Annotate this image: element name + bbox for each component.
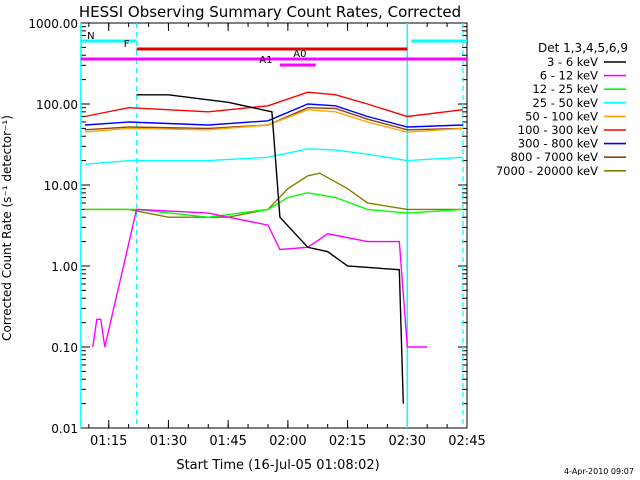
- y-axis-label: Corrected Count Rate (s⁻¹ detector⁻¹): [0, 115, 14, 341]
- legend-label: 50 - 100 keV: [525, 109, 598, 123]
- plot-area: 0.01 0.10 1.00 10.00 100.00 1000.00 01:15 01:3…: [28, 17, 485, 449]
- legend-label: 7000 - 20000 keV: [496, 164, 598, 178]
- x-axis: 01:15 01:30 01:45 02:00 02:15 02:30 02:45: [88, 23, 486, 449]
- series-line: [92, 208, 428, 348]
- series-line: [84, 172, 463, 218]
- x-tick-label: 01:15: [90, 434, 127, 449]
- state-lines: [80, 23, 464, 428]
- x-tick-label: 01:45: [209, 434, 246, 449]
- y-tick-label: 0.01: [51, 422, 78, 436]
- state-bars: N F A0 A1: [80, 31, 467, 67]
- legend-label: 800 - 7000 keV: [510, 150, 598, 164]
- x-tick-label: 02:30: [389, 434, 426, 449]
- x-tick-label: 02:00: [269, 434, 306, 449]
- series-line: [84, 148, 464, 165]
- state-bar-label: N: [87, 31, 94, 42]
- series-line: [84, 91, 464, 118]
- series-line: [84, 192, 464, 218]
- series-line: [84, 108, 464, 133]
- legend-label: 25 - 50 keV: [532, 96, 598, 110]
- series-line: [84, 106, 464, 131]
- series-line: [84, 103, 464, 128]
- series-group: [84, 91, 464, 404]
- y-axis: 0.01 0.10 1.00 10.00 100.00 1000.00: [28, 17, 467, 436]
- state-bar-label: A0: [293, 49, 306, 60]
- y-tick-label: 1000.00: [28, 17, 78, 31]
- x-tick-label: 02:45: [448, 434, 485, 449]
- legend-label: 12 - 25 keV: [532, 82, 598, 96]
- x-axis-label: Start Time (16-Jul-05 01:08:02): [176, 458, 379, 473]
- plot-frame: [80, 22, 468, 429]
- legend-label: 6 - 12 keV: [540, 69, 598, 83]
- footer-timestamp: 4-Apr-2010 09:07: [564, 467, 634, 476]
- legend-label: 3 - 6 keV: [547, 55, 598, 69]
- series-line: [136, 94, 404, 404]
- x-tick-label: 01:30: [150, 434, 187, 449]
- y-tick-label: 100.00: [36, 98, 78, 112]
- y-tick-label: 1.00: [51, 260, 78, 274]
- state-bar-label: A1: [259, 55, 272, 66]
- chart-title: HESSI Observing Summary Count Rates, Cor…: [79, 3, 461, 21]
- state-bar-label: F: [124, 39, 130, 50]
- y-tick-label: 0.10: [51, 341, 78, 355]
- legend-label: 300 - 800 keV: [518, 137, 598, 151]
- legend-title: Det 1,3,4,5,6,9: [538, 41, 628, 55]
- x-tick-label: 02:15: [329, 434, 366, 449]
- legend-label: 100 - 300 keV: [518, 123, 598, 137]
- y-tick-label: 10.00: [44, 179, 78, 193]
